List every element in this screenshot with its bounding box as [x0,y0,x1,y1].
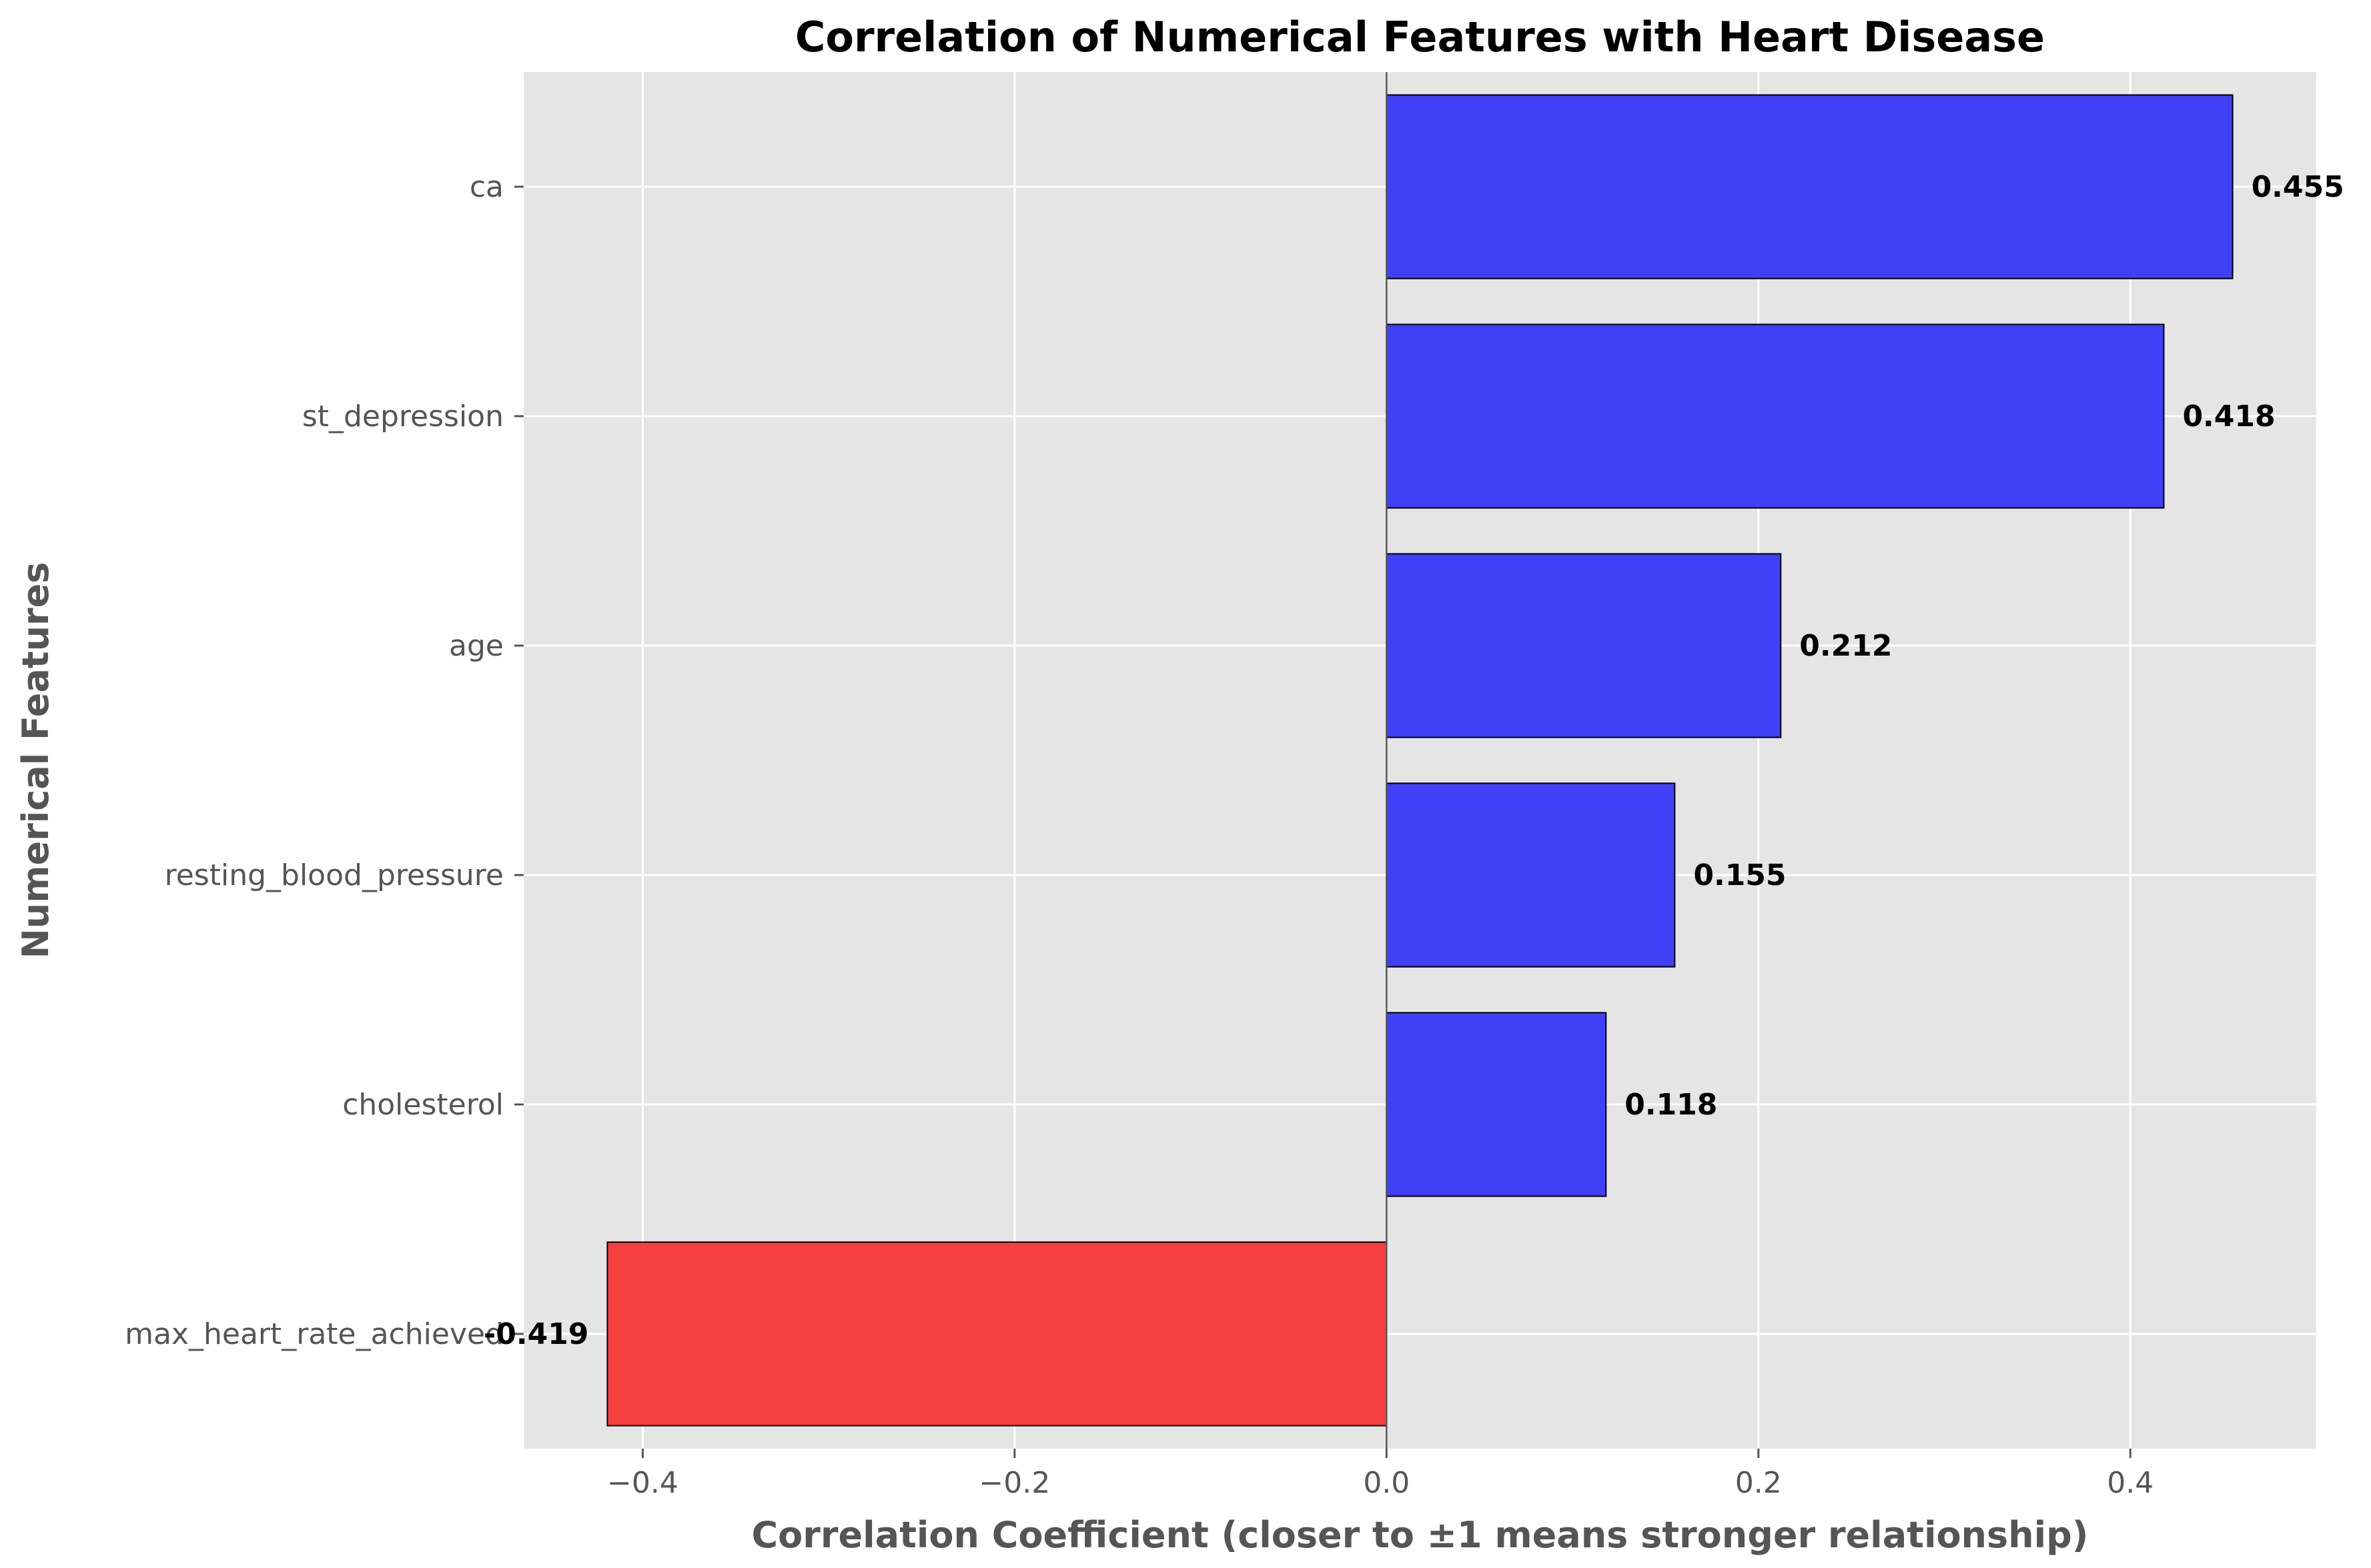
x-axis-label: Correlation Coefficient (closer to ±1 me… [752,1514,2089,1556]
bar-max-heart-rate-achieved [606,1241,1388,1427]
y-tick-label: cholesterol [342,1088,504,1122]
bars [606,94,2234,1427]
bar-st-depression [1386,323,2165,509]
bar-cholesterol [1386,1012,1607,1197]
chart-title: Correlation of Numerical Features with H… [795,13,2045,61]
x-tick-label: 0.4 [2107,1466,2154,1500]
x-tick-label: 0.2 [1735,1466,1782,1500]
y-axis-label: Numerical Features [15,562,57,959]
value-label: 0.155 [1693,858,1786,892]
value-label: 0.212 [1799,629,1892,663]
value-label: -0.419 [484,1317,588,1351]
x-tick-label: −0.4 [607,1466,678,1500]
y-tick-label: max_heart_rate_achieved [125,1317,504,1351]
value-labels: 0.455 0.418 0.212 0.155 0.118 -0.419 [484,170,2344,1351]
y-tick-label: resting_blood_pressure [165,858,504,892]
bar-resting-blood-pressure [1386,782,1676,968]
bar-age [1386,553,1782,738]
bar-ca [1386,94,2234,279]
x-tick-label: −0.2 [979,1466,1050,1500]
value-label: 0.118 [1624,1088,1717,1122]
y-tick-label: st_depression [302,400,504,434]
y-tick-label: age [449,629,504,663]
x-tick-label: 0.0 [1363,1466,1410,1500]
y-tick-label: ca [470,170,504,204]
value-label: 0.418 [2182,400,2275,434]
value-label: 0.455 [2252,170,2344,204]
plot-background [524,72,2316,1449]
